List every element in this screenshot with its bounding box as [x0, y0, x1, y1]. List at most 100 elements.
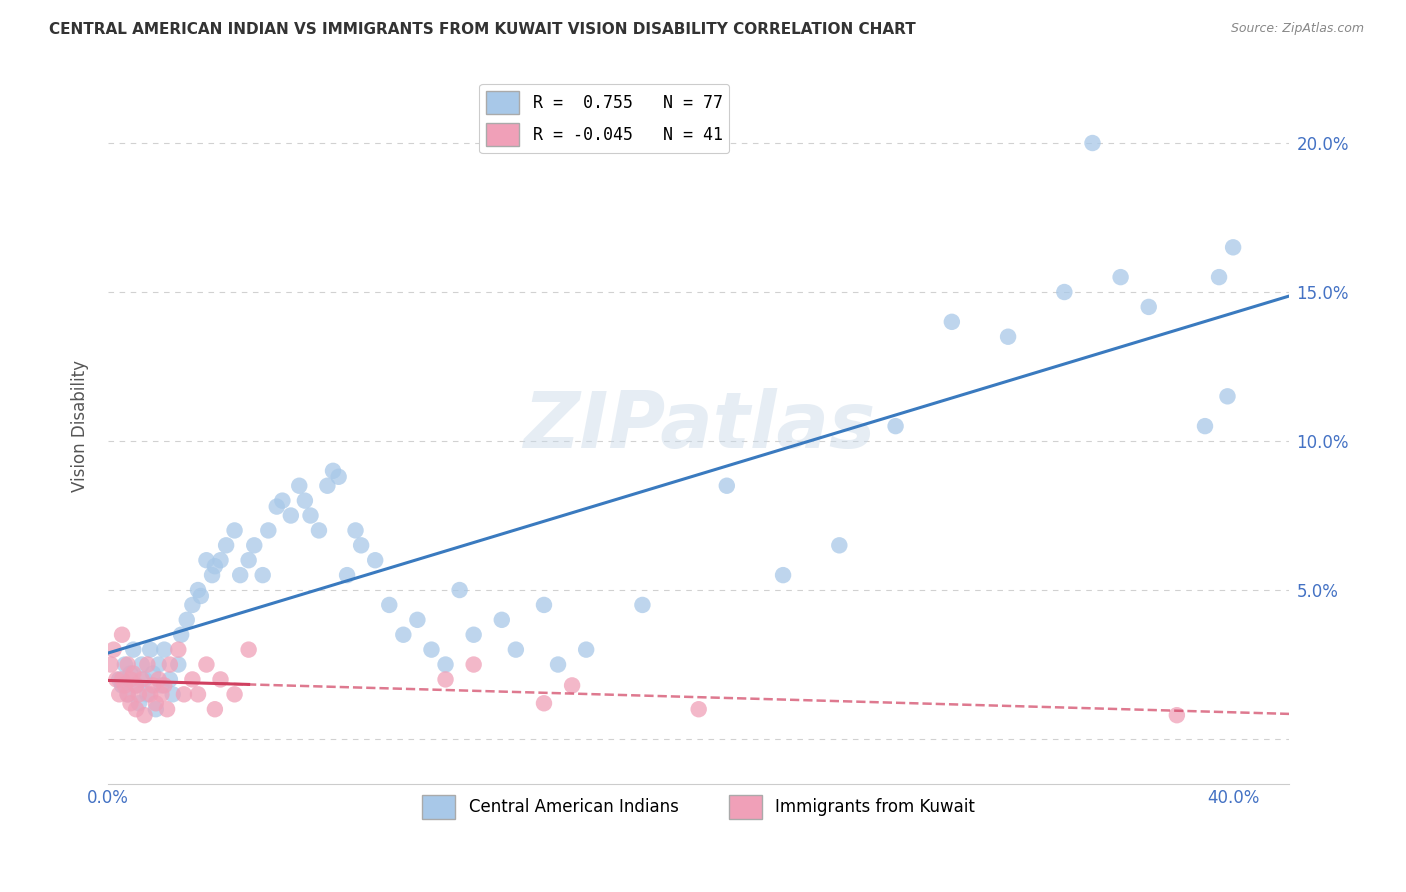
Point	[136, 687, 159, 701]
Point	[350, 538, 373, 552]
Point	[328, 470, 350, 484]
Y-axis label: Vision Disability: Vision Disability	[72, 360, 89, 492]
Point	[111, 678, 134, 692]
Point	[142, 666, 165, 681]
Point	[190, 589, 212, 603]
Point	[139, 687, 162, 701]
Point	[271, 493, 294, 508]
Point	[128, 696, 150, 710]
Point	[252, 568, 274, 582]
Point	[117, 687, 139, 701]
Point	[195, 657, 218, 672]
Point	[122, 642, 145, 657]
Point	[134, 673, 156, 687]
Point	[111, 628, 134, 642]
Point	[204, 559, 226, 574]
Point	[997, 329, 1019, 343]
Point	[224, 524, 246, 538]
Point	[322, 464, 344, 478]
Point	[209, 673, 232, 687]
Point	[128, 687, 150, 701]
Point	[463, 657, 485, 672]
Point	[120, 696, 142, 710]
Point	[1081, 136, 1104, 150]
Point	[463, 628, 485, 642]
Point	[145, 696, 167, 710]
Point	[170, 628, 193, 642]
Point	[114, 657, 136, 672]
Point	[238, 553, 260, 567]
Point	[344, 524, 367, 538]
Point	[125, 702, 148, 716]
Point	[229, 568, 252, 582]
Point	[266, 500, 288, 514]
Point	[575, 642, 598, 657]
Point	[181, 673, 204, 687]
Point	[162, 687, 184, 701]
Point	[114, 678, 136, 692]
Point	[153, 678, 176, 692]
Point	[131, 657, 153, 672]
Point	[294, 493, 316, 508]
Text: Source: ZipAtlas.com: Source: ZipAtlas.com	[1230, 22, 1364, 36]
Point	[238, 642, 260, 657]
Point	[631, 598, 654, 612]
Legend: Central American Indians, Immigrants from Kuwait: Central American Indians, Immigrants fro…	[416, 789, 981, 825]
Point	[125, 678, 148, 692]
Point	[364, 553, 387, 567]
Point	[1137, 300, 1160, 314]
Point	[167, 657, 190, 672]
Point	[561, 678, 583, 692]
Point	[941, 315, 963, 329]
Point	[201, 568, 224, 582]
Point	[505, 642, 527, 657]
Point	[150, 687, 173, 701]
Point	[125, 678, 148, 692]
Point	[117, 657, 139, 672]
Point	[1053, 285, 1076, 299]
Point	[148, 657, 170, 672]
Point	[209, 553, 232, 567]
Point	[195, 553, 218, 567]
Point	[280, 508, 302, 523]
Point	[884, 419, 907, 434]
Point	[136, 657, 159, 672]
Point	[316, 479, 339, 493]
Point	[828, 538, 851, 552]
Point	[378, 598, 401, 612]
Point	[159, 673, 181, 687]
Point	[139, 642, 162, 657]
Point	[167, 642, 190, 657]
Point	[1166, 708, 1188, 723]
Point	[449, 582, 471, 597]
Point	[131, 673, 153, 687]
Point	[420, 642, 443, 657]
Point	[108, 673, 131, 687]
Text: CENTRAL AMERICAN INDIAN VS IMMIGRANTS FROM KUWAIT VISION DISABILITY CORRELATION : CENTRAL AMERICAN INDIAN VS IMMIGRANTS FR…	[49, 22, 915, 37]
Point	[142, 678, 165, 692]
Point	[145, 702, 167, 716]
Point	[434, 657, 457, 672]
Point	[406, 613, 429, 627]
Point	[215, 538, 238, 552]
Point	[176, 613, 198, 627]
Point	[103, 642, 125, 657]
Point	[1222, 240, 1244, 254]
Point	[100, 657, 122, 672]
Point	[122, 666, 145, 681]
Point	[688, 702, 710, 716]
Point	[716, 479, 738, 493]
Point	[187, 687, 209, 701]
Point	[156, 702, 179, 716]
Point	[120, 673, 142, 687]
Point	[120, 666, 142, 681]
Point	[533, 598, 555, 612]
Point	[547, 657, 569, 672]
Text: ZIPatlas: ZIPatlas	[523, 388, 875, 464]
Point	[173, 687, 195, 701]
Point	[1208, 270, 1230, 285]
Point	[134, 708, 156, 723]
Point	[243, 538, 266, 552]
Point	[204, 702, 226, 716]
Point	[1216, 389, 1239, 403]
